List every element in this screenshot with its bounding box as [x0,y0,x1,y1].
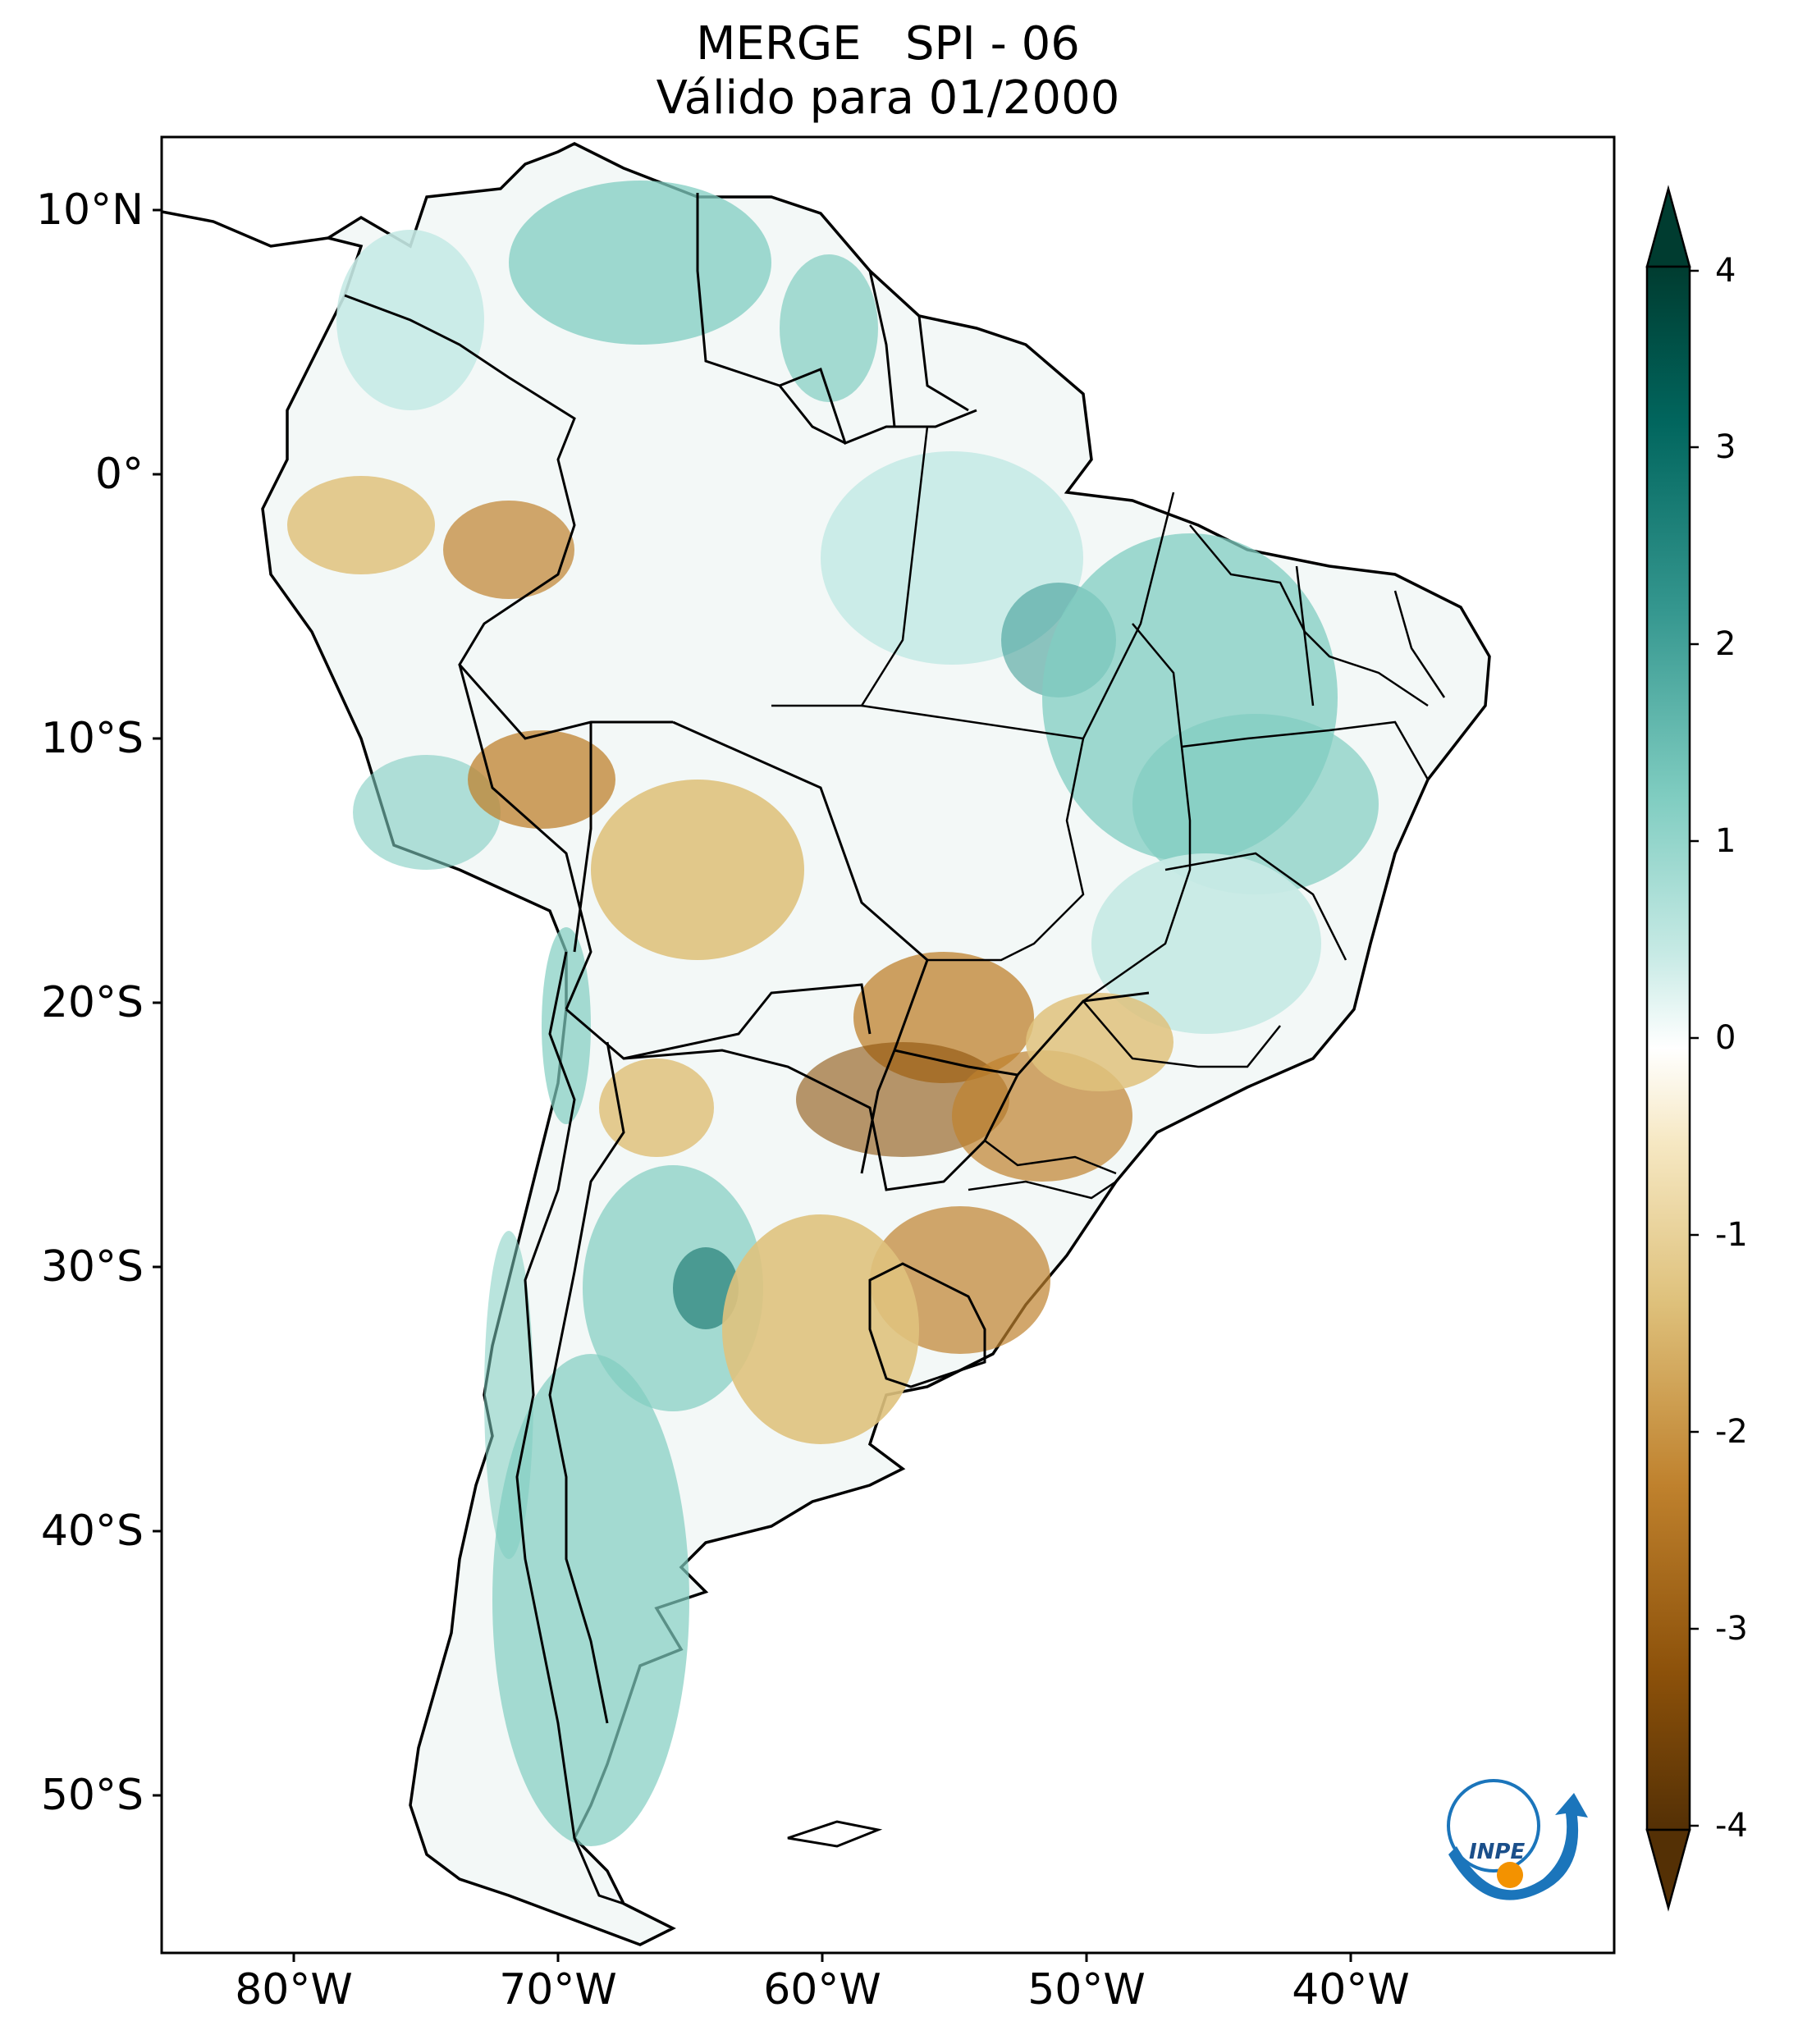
lon-label-40w: 40°W [1292,1965,1410,2014]
wet-anomaly-bahia [1132,714,1379,894]
dry-anomaly-sao-paulo [1026,993,1174,1091]
lon-label-60w: 60°W [763,1965,881,2014]
colorbar-label-0: 0 [1715,1019,1736,1057]
lat-label-10s: 10°S [40,714,144,763]
colorbar-gradient [1645,265,1691,1831]
wet-anomaly-chile-north [542,927,591,1124]
colorbar-label-3: 3 [1715,428,1736,466]
dry-anomaly-ecuador [287,476,435,574]
dry-anomaly-bolivia [591,780,804,960]
lon-label-70w: 70°W [499,1965,617,2014]
lat-label-40s: 40°S [40,1507,144,1556]
lat-label-10n: 10°N [35,185,144,235]
axis-ticks [153,208,1352,1962]
logo-text: INPE [1469,1840,1525,1864]
lat-label-20s: 20°S [40,978,144,1027]
dry-anomaly-acre [468,730,615,829]
wet-anomaly-guiana [780,254,878,402]
colorbar-label-4: 4 [1715,252,1736,290]
map-subtitle: Válido para 01/2000 [656,71,1120,125]
dry-anomaly-pampas [722,1214,919,1444]
colorbar-label-1: 1 [1715,822,1736,860]
colorbar-label-minus1: -1 [1715,1216,1748,1254]
wet-anomaly-patagonia [492,1354,689,1846]
logo-orange-dot [1497,1862,1523,1888]
colorbar-ticks [1690,269,1699,1827]
wet-anomaly-minas [1091,853,1321,1034]
wet-anomaly-venezuela [509,181,771,345]
wet-anomaly-mendoza [673,1247,739,1329]
lat-label-50s: 50°S [40,1771,144,1820]
colorbar-label-minus3: -3 [1715,1610,1748,1648]
wet-anomaly-chile-south [484,1231,533,1559]
spi-field [287,181,1379,1846]
colorbar-bottom-extension [1645,1828,1691,1912]
colorbar-label-minus2: -2 [1715,1413,1748,1451]
map-title: MERGE SPI - 06 [696,17,1080,71]
colorbar-top-extension [1645,185,1691,268]
lat-label-30s: 30°S [40,1242,144,1292]
map-frame [160,135,1616,1955]
lon-label-50w: 50°W [1027,1965,1146,2014]
dry-anomaly-upper-amazon [443,501,574,599]
inpe-logo: INPE [1447,1779,1588,1900]
lat-label-0: 0° [94,450,144,499]
colorbar-label-2: 2 [1715,625,1736,663]
state-borders [771,426,1446,1200]
dry-anomaly-chaco [599,1059,714,1157]
colorbar-label-minus4: -4 [1715,1807,1748,1845]
lon-label-80w: 80°W [235,1965,353,2014]
wet-anomaly-peru [353,755,501,870]
